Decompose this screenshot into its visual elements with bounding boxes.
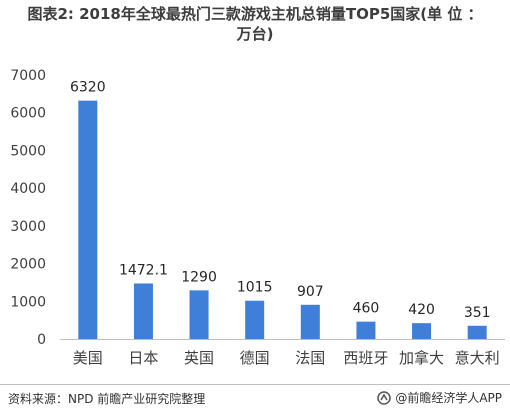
y-tick-label: 2000 <box>10 257 46 273</box>
bar <box>133 283 153 339</box>
source-note: 资料来源：NPD 前瞻产业研究院整理 <box>8 392 206 406</box>
category-label: 日本 <box>128 349 158 367</box>
data-label: 907 <box>297 284 324 300</box>
data-label: 6320 <box>70 80 106 96</box>
category-label: 美国 <box>73 349 103 367</box>
data-label: 1015 <box>237 280 273 296</box>
y-tick-label: 5000 <box>10 143 46 159</box>
category-label: 意大利 <box>455 349 500 367</box>
x-axis-labels: 美国 日本 英国 德国 法国 西班牙 加拿大 意大利 <box>73 349 500 367</box>
y-tick-label: 7000 <box>10 68 46 84</box>
chart-title-line-1: 图表2: 2018年全球最热门三款游戏主机总销量TOP5国家(单 位 ： <box>27 5 483 23</box>
bar <box>245 300 265 339</box>
y-tick-label: 4000 <box>10 181 46 197</box>
chart-title: 图表2: 2018年全球最热门三款游戏主机总销量TOP5国家(单 位 ： 万台) <box>0 4 510 44</box>
data-label: 460 <box>353 301 380 317</box>
bar <box>189 290 209 339</box>
bar-chart: 0 1000 2000 3000 4000 5000 6000 7000 6320 1472.1… <box>10 68 505 367</box>
data-label: 420 <box>408 302 435 318</box>
data-label: 1472.1 <box>119 262 168 278</box>
bar <box>412 323 432 339</box>
footer: 资料来源：NPD 前瞻产业研究院整理 @前瞻经济学人APP <box>0 384 510 418</box>
bar <box>356 321 376 339</box>
category-label: 加拿大 <box>399 349 444 367</box>
category-label: 法国 <box>295 349 325 367</box>
y-tick-label: 3000 <box>10 219 46 235</box>
category-label: 德国 <box>240 349 270 367</box>
y-axis: 0 1000 2000 3000 4000 5000 6000 7000 <box>10 68 46 348</box>
bar <box>467 325 487 339</box>
brand-text: @前瞻经济学人APP <box>395 391 502 405</box>
footer-divider <box>0 384 510 385</box>
y-tick-label: 1000 <box>10 294 46 310</box>
bar <box>78 100 98 339</box>
bars <box>78 100 487 339</box>
category-label: 西班牙 <box>343 349 388 367</box>
data-labels: 6320 1472.1 1290 1015 907 460 420 351 <box>70 80 491 321</box>
brand-mark: @前瞻经济学人APP <box>377 389 502 406</box>
y-tick-label: 6000 <box>10 106 46 122</box>
brand-logo-icon <box>377 390 392 405</box>
chart-title-line-2: 万台) <box>236 25 274 43</box>
data-label: 351 <box>464 305 491 321</box>
category-label: 英国 <box>184 349 214 367</box>
bar <box>300 304 320 339</box>
y-tick-label: 0 <box>37 332 46 348</box>
data-label: 1290 <box>181 269 217 285</box>
